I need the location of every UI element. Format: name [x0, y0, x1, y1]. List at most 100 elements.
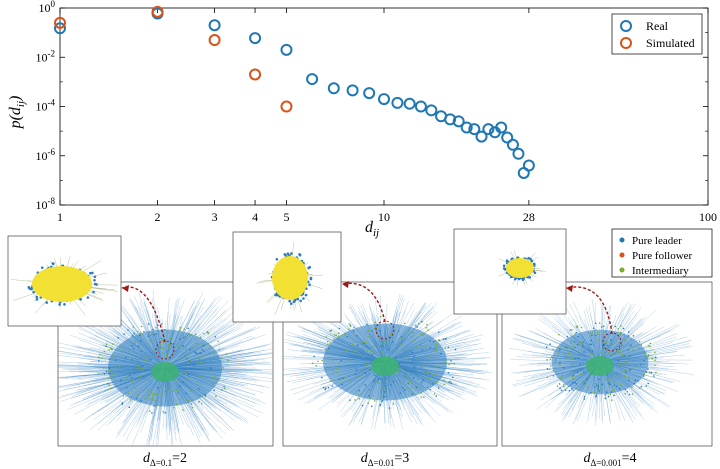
- network-node: [161, 347, 164, 350]
- network-node: [637, 346, 640, 349]
- network-node: [649, 345, 651, 348]
- network-node: [591, 353, 593, 356]
- network-node: [139, 378, 142, 381]
- network-node: [150, 334, 153, 337]
- network-node: [623, 375, 626, 378]
- network-node: [595, 384, 598, 387]
- network-node: [398, 362, 401, 365]
- network-node: [604, 394, 606, 396]
- panel-captions: dΔ=0.1=2 dΔ=0.01=3 dΔ=0.001=4: [143, 451, 637, 468]
- network-node: [176, 388, 178, 391]
- network-node: [187, 362, 190, 364]
- zoom-insets: [7, 228, 622, 360]
- network-node: [121, 403, 124, 405]
- network-node: [420, 396, 423, 398]
- network-node: [170, 385, 172, 387]
- network-node: [590, 343, 593, 346]
- network-node: [381, 399, 384, 402]
- network-node: [416, 344, 419, 347]
- network-node: [340, 382, 342, 384]
- network-node: [384, 385, 387, 387]
- network-node: [406, 355, 409, 358]
- network-node: [331, 385, 334, 387]
- y-tick-label: 10-6: [36, 147, 56, 163]
- network-node: [638, 340, 641, 343]
- network-node: [409, 381, 412, 383]
- network-node: [369, 397, 372, 399]
- network-node: [117, 364, 120, 367]
- network-node: [199, 336, 202, 339]
- network-node: [620, 331, 622, 334]
- network-node: [579, 342, 582, 344]
- inset-core: [272, 256, 308, 300]
- network-node: [108, 384, 111, 386]
- network-node: [647, 368, 649, 371]
- network-node: [222, 367, 224, 369]
- legend-dot-pure-leader: [619, 237, 625, 243]
- caption-panel-2: dΔ=0.01=3: [361, 451, 410, 468]
- network-node: [554, 358, 557, 361]
- network-node: [640, 385, 643, 388]
- network-node: [604, 343, 606, 345]
- network-node: [195, 338, 197, 341]
- network-node: [379, 404, 381, 407]
- network-node: [435, 366, 437, 368]
- network-node: [344, 333, 346, 336]
- network-node: [168, 337, 171, 340]
- network-node: [325, 336, 328, 338]
- point-real: [378, 93, 390, 106]
- network-node: [575, 383, 578, 385]
- network-node: [170, 336, 172, 339]
- network-node: [328, 347, 330, 350]
- network-node: [189, 333, 191, 336]
- network-node: [196, 352, 198, 355]
- network-node: [206, 331, 209, 333]
- network-node: [140, 325, 143, 328]
- network-node: [447, 371, 450, 374]
- x-tick-label: 100: [699, 210, 717, 224]
- network-node: [120, 346, 122, 348]
- network-node: [153, 399, 155, 401]
- network-node: [337, 335, 340, 338]
- network-node: [579, 373, 582, 375]
- network-node: [136, 396, 138, 399]
- network-node: [326, 349, 328, 351]
- network-node: [411, 351, 414, 354]
- network-node: [556, 354, 559, 357]
- point-real: [506, 138, 519, 151]
- network-node: [416, 379, 419, 381]
- network-node: [546, 376, 549, 379]
- network-node: [214, 377, 216, 379]
- network-node: [574, 346, 576, 349]
- inset-node: [302, 297, 305, 300]
- network-node: [631, 393, 634, 395]
- network-node: [420, 392, 422, 394]
- network-node: [382, 397, 385, 399]
- network-node: [109, 369, 112, 372]
- network-node: [645, 371, 648, 373]
- point-real: [452, 115, 465, 128]
- network-node: [368, 389, 371, 391]
- y-tick-label: 10-2: [36, 48, 56, 64]
- network-node: [177, 389, 179, 392]
- inset-node: [45, 301, 49, 304]
- network-node: [345, 349, 348, 352]
- network-node: [324, 368, 327, 370]
- network-node: [614, 381, 616, 383]
- network-node: [362, 356, 365, 359]
- network-node: [390, 383, 392, 386]
- point-real: [327, 82, 340, 95]
- network-node: [557, 346, 560, 349]
- inset-node: [35, 295, 39, 299]
- network-node: [157, 386, 159, 389]
- network-node: [108, 372, 110, 375]
- network-node: [321, 359, 323, 362]
- network-node: [373, 400, 376, 402]
- inset-node: [92, 290, 95, 294]
- inset-node: [505, 259, 509, 262]
- network-node: [571, 345, 574, 348]
- network-node: [199, 375, 202, 377]
- network-node: [151, 391, 153, 394]
- network-node: [356, 349, 359, 352]
- network-node: [557, 352, 560, 355]
